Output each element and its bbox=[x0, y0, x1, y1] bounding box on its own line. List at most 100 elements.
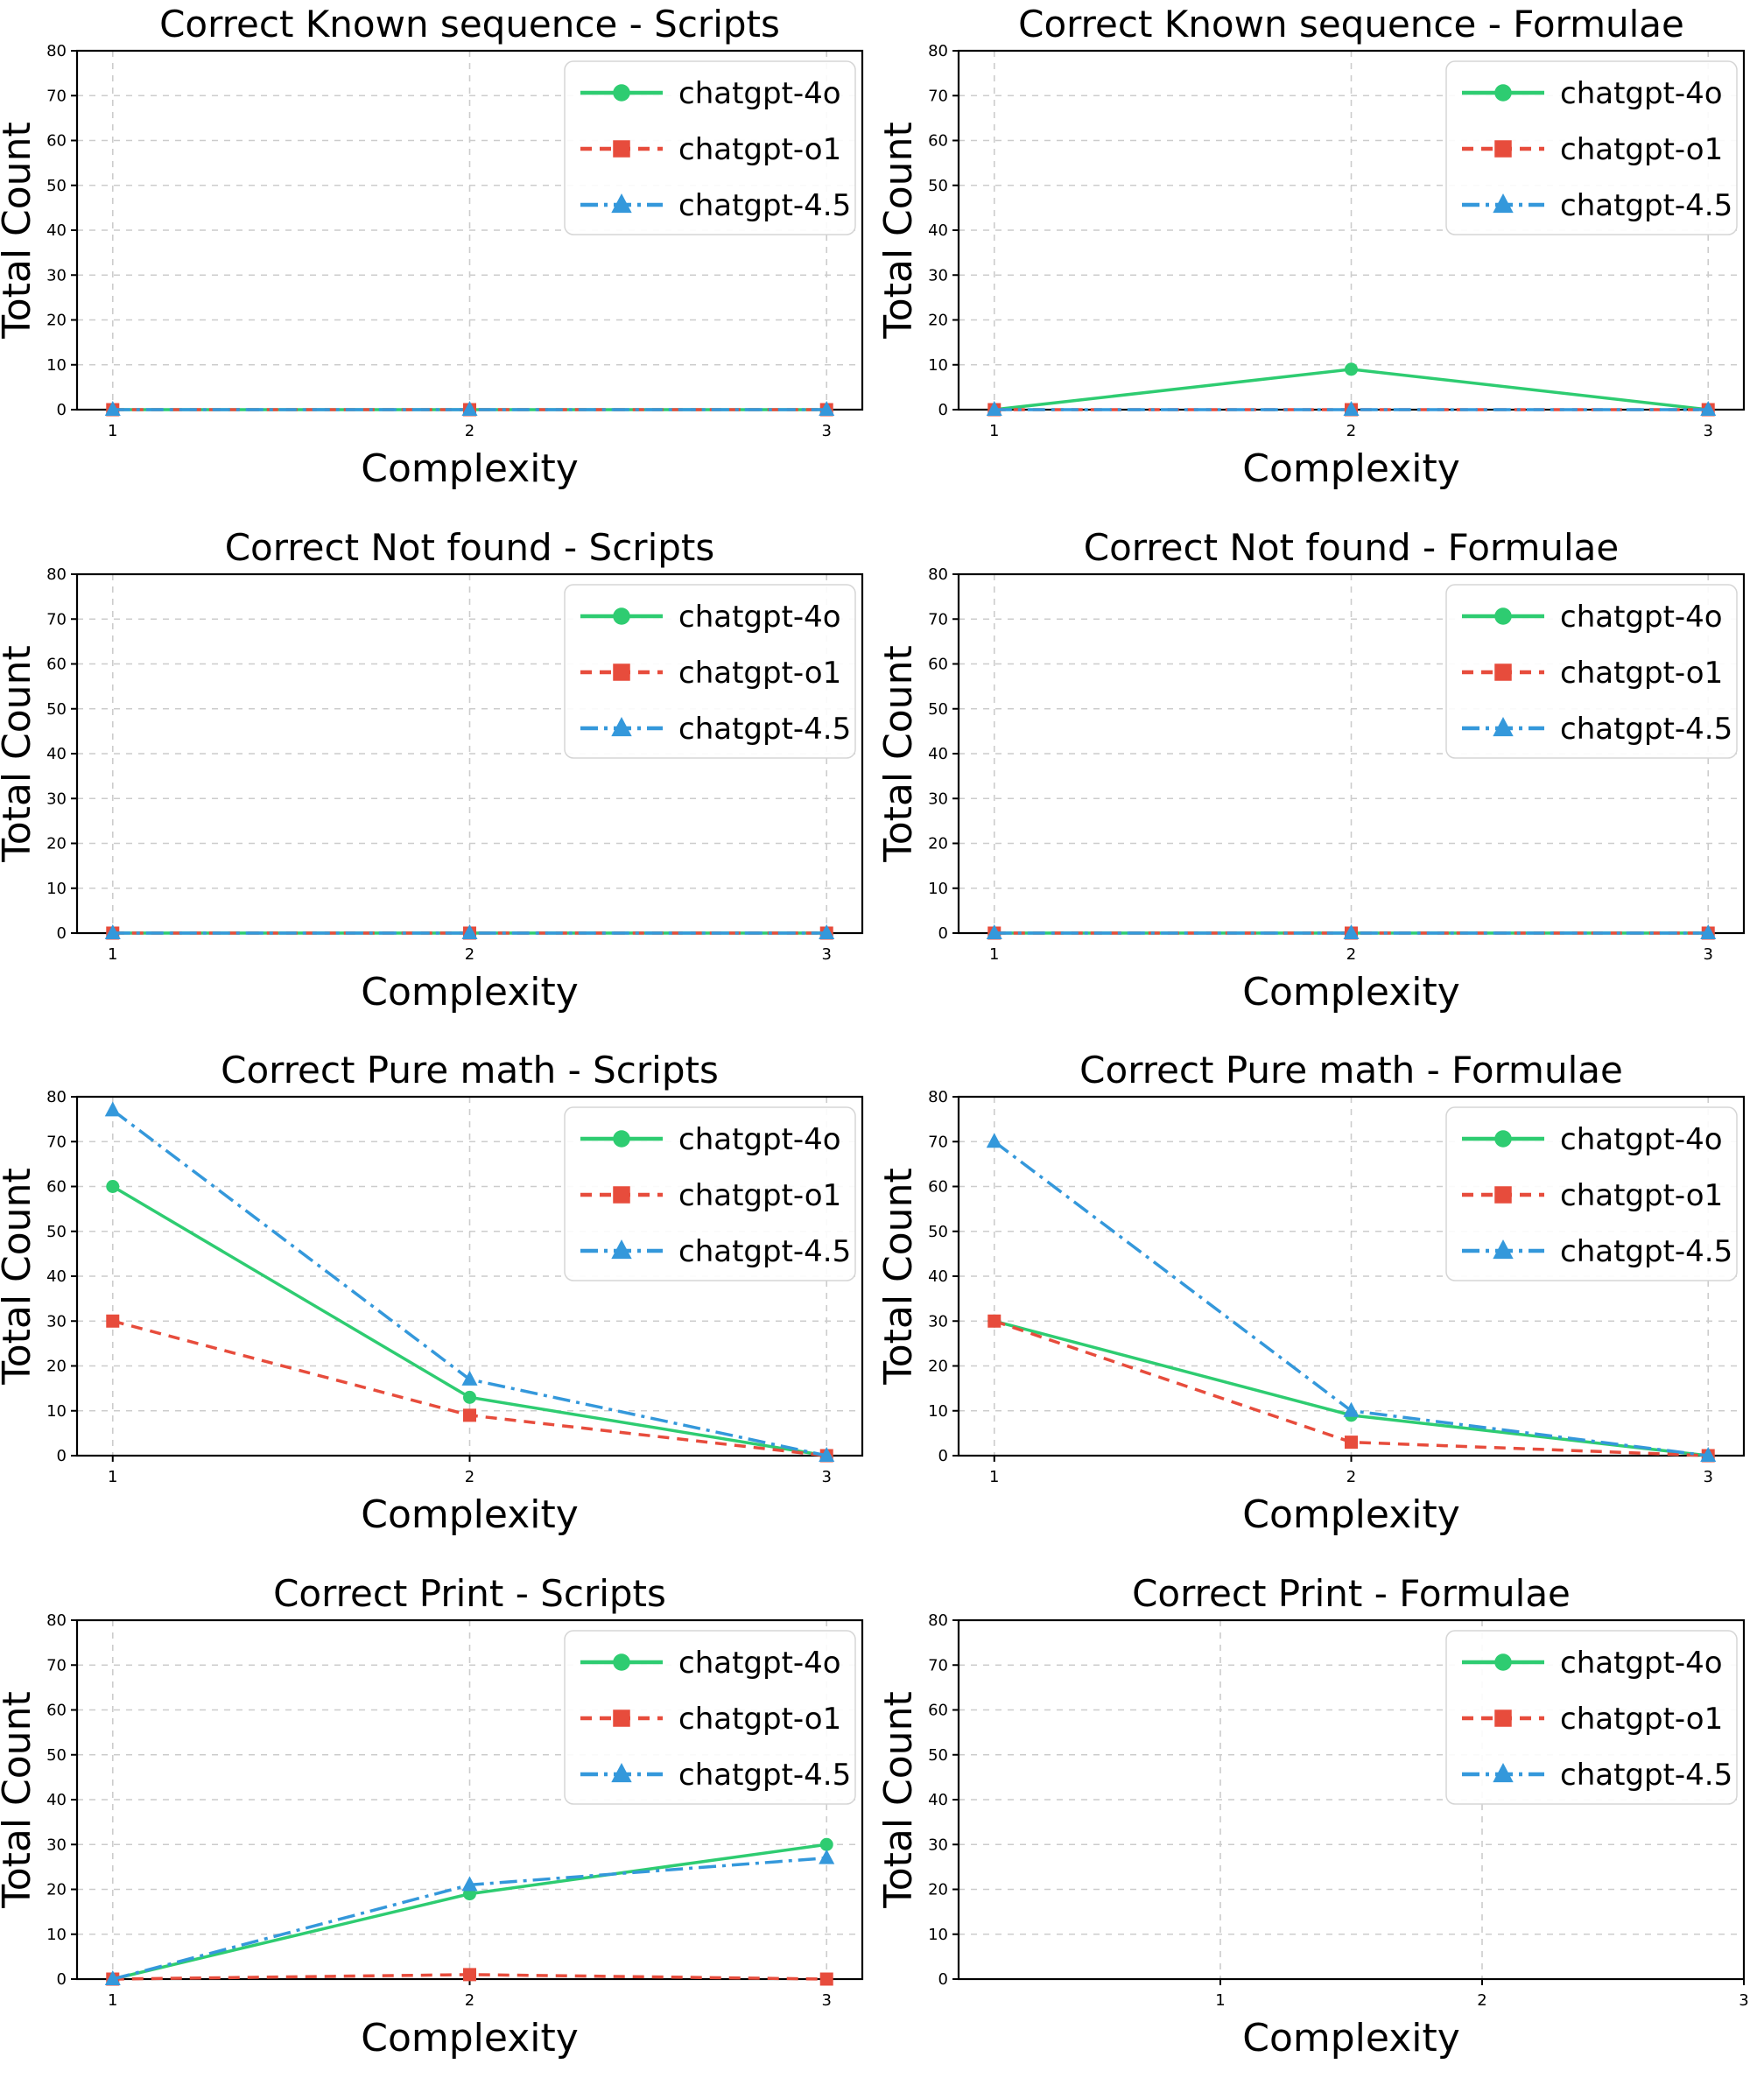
legend-label-chatgpt-4.5: chatgpt-4.5 bbox=[1560, 188, 1732, 223]
legend-marker-chatgpt-o1 bbox=[1494, 1186, 1512, 1204]
chart-title: Correct Not found - Scripts bbox=[225, 526, 715, 569]
y-axis-tick-label: 20 bbox=[46, 834, 67, 853]
legend-label-chatgpt-o1: chatgpt-o1 bbox=[678, 1702, 841, 1737]
legend-label-chatgpt-o1: chatgpt-o1 bbox=[678, 656, 841, 691]
x-axis-tick-label: 1 bbox=[108, 1991, 117, 2010]
series-marker-chatgpt-4.5 bbox=[104, 401, 121, 416]
chart-svg-4: 0 10 20 30 40 50 60 70 80 1 2 3 Correct Pure math - … bbox=[0, 1049, 864, 1537]
chart-title: Correct Print - Formulae bbox=[1132, 1572, 1571, 1615]
chart-panel-0: 0 10 20 30 40 50 60 70 80 1 2 3 Correct Known sequen… bbox=[0, 0, 882, 523]
x-axis-tick-label: 2 bbox=[1346, 1468, 1356, 1486]
legend-marker-chatgpt-4o bbox=[613, 1130, 630, 1148]
y-axis-label: Total Count bbox=[882, 122, 921, 339]
x-axis-tick-label: 2 bbox=[1346, 422, 1356, 440]
legend-marker-chatgpt-o1 bbox=[1494, 663, 1512, 681]
y-axis-tick-label: 10 bbox=[46, 879, 67, 897]
series-marker-chatgpt-o1 bbox=[1345, 1436, 1358, 1450]
series-marker-chatgpt-4.5 bbox=[461, 923, 478, 939]
y-axis-tick-label: 50 bbox=[928, 699, 948, 718]
y-axis-tick-label: 40 bbox=[928, 221, 948, 240]
x-axis-tick-label: 3 bbox=[822, 1468, 832, 1486]
series-marker-chatgpt-4o bbox=[463, 1390, 476, 1404]
series-line-chatgpt-o1 bbox=[112, 1319, 827, 1457]
legend-marker-chatgpt-4o bbox=[1494, 607, 1512, 625]
legend: chatgpt-4o chatgpt-o1 chatgpt-4.5 bbox=[564, 1106, 856, 1281]
y-axis-tick-label: 40 bbox=[928, 745, 948, 763]
y-axis-tick-label: 0 bbox=[938, 1447, 948, 1465]
y-axis-tick-label: 50 bbox=[46, 1745, 67, 1764]
y-axis-tick-label: 20 bbox=[928, 1880, 948, 1899]
series-line-chatgpt-4o bbox=[994, 1319, 1709, 1457]
legend-label-chatgpt-4.5: chatgpt-4.5 bbox=[1560, 712, 1732, 747]
x-axis-tick-label: 2 bbox=[1346, 945, 1356, 964]
y-axis-tick-label: 60 bbox=[46, 1701, 67, 1719]
y-axis-tick-label: 40 bbox=[46, 1791, 67, 1809]
chart-panel-5: 0 10 20 30 40 50 60 70 80 1 2 3 Correct Pure math - … bbox=[882, 1046, 1764, 1569]
chart-panel-1: 0 10 20 30 40 50 60 70 80 1 2 3 Correct Known sequen… bbox=[882, 0, 1764, 523]
y-axis-tick-label: 0 bbox=[57, 1447, 67, 1465]
chart-panel-7: 0 10 20 30 40 50 60 70 80 1 2 3 Correct Print - Form… bbox=[882, 1569, 1764, 2092]
legend-label-chatgpt-4o: chatgpt-4o bbox=[1560, 1646, 1723, 1681]
y-axis-tick-label: 30 bbox=[928, 790, 948, 808]
y-axis-tick-label: 30 bbox=[46, 1836, 67, 1854]
series-marker-chatgpt-4o bbox=[1345, 362, 1358, 376]
series-marker-chatgpt-4.5 bbox=[819, 923, 835, 939]
y-axis-tick-label: 40 bbox=[46, 221, 67, 240]
x-axis-label: Complexity bbox=[361, 446, 579, 491]
y-axis-tick-label: 80 bbox=[928, 1088, 948, 1106]
legend-box bbox=[564, 1629, 856, 1805]
y-axis-tick-label: 80 bbox=[46, 1088, 67, 1106]
y-axis-tick-label: 30 bbox=[46, 790, 67, 808]
legend-label-chatgpt-4o: chatgpt-4o bbox=[1560, 76, 1723, 111]
series-marker-chatgpt-4.5 bbox=[986, 401, 1002, 416]
x-axis-tick-label: 1 bbox=[108, 1468, 117, 1486]
y-axis-tick-label: 70 bbox=[928, 610, 948, 628]
legend-marker-chatgpt-4.5 bbox=[611, 716, 632, 736]
x-axis-tick-label: 3 bbox=[1704, 422, 1713, 440]
chart-title: Correct Known sequence - Scripts bbox=[159, 3, 780, 46]
x-axis-tick-label: 2 bbox=[465, 422, 474, 440]
y-axis-tick-label: 80 bbox=[928, 565, 948, 584]
x-axis-tick-label: 1 bbox=[989, 1468, 999, 1486]
legend-label-chatgpt-4.5: chatgpt-4.5 bbox=[678, 188, 851, 223]
chart-svg-0: 0 10 20 30 40 50 60 70 80 1 2 3 Correct Known sequen… bbox=[0, 3, 864, 491]
legend-marker-chatgpt-4o bbox=[1494, 84, 1512, 102]
y-axis-tick-label: 20 bbox=[46, 312, 67, 330]
legend-label-chatgpt-4o: chatgpt-4o bbox=[1560, 600, 1723, 635]
x-axis-tick-label: 3 bbox=[1704, 1468, 1713, 1486]
y-axis-tick-label: 30 bbox=[46, 266, 67, 284]
x-axis-tick-label: 1 bbox=[989, 945, 999, 964]
legend-box bbox=[1445, 60, 1738, 235]
chart-panel-6: 0 10 20 30 40 50 60 70 80 1 2 3 Correct Print - Scri… bbox=[0, 1569, 882, 2092]
legend-box bbox=[564, 583, 856, 759]
legend-label-chatgpt-4o: chatgpt-4o bbox=[1560, 1122, 1723, 1157]
y-axis-tick-label: 30 bbox=[928, 1836, 948, 1854]
y-axis-tick-label: 20 bbox=[46, 1358, 67, 1376]
legend-marker-chatgpt-4o bbox=[613, 1653, 630, 1671]
legend-box bbox=[1445, 1629, 1738, 1805]
legend-label-chatgpt-o1: chatgpt-o1 bbox=[1560, 1178, 1723, 1213]
legend-marker-chatgpt-o1 bbox=[1494, 140, 1512, 158]
chart-svg-6: 0 10 20 30 40 50 60 70 80 1 2 3 Correct Print - Scri… bbox=[0, 1572, 864, 2060]
y-axis-label: Total Count bbox=[0, 1168, 39, 1385]
series-marker-chatgpt-4.5 bbox=[104, 1101, 121, 1117]
y-axis-label: Total Count bbox=[0, 122, 39, 339]
series-marker-chatgpt-4.5 bbox=[1700, 401, 1717, 416]
y-axis-tick-label: 0 bbox=[938, 924, 948, 943]
y-axis-tick-label: 40 bbox=[928, 1267, 948, 1286]
legend-marker-chatgpt-4o bbox=[613, 84, 630, 102]
y-axis-tick-label: 20 bbox=[928, 1358, 948, 1376]
x-axis-tick-label: 1 bbox=[108, 422, 117, 440]
y-axis-tick-label: 80 bbox=[46, 1611, 67, 1630]
y-axis-tick-label: 10 bbox=[46, 1925, 67, 1943]
series-marker-chatgpt-4.5 bbox=[819, 401, 835, 416]
x-axis-tick-label: 2 bbox=[465, 945, 474, 964]
legend: chatgpt-4o chatgpt-o1 chatgpt-4.5 bbox=[1445, 60, 1738, 235]
series-marker-chatgpt-4.5 bbox=[461, 1875, 478, 1891]
y-axis-tick-label: 50 bbox=[46, 1223, 67, 1241]
y-axis-tick-label: 70 bbox=[46, 1656, 67, 1674]
legend-label-chatgpt-4o: chatgpt-4o bbox=[678, 1122, 841, 1157]
legend-marker-chatgpt-o1 bbox=[1494, 1709, 1512, 1727]
x-axis-label: Complexity bbox=[361, 2016, 579, 2060]
legend-box bbox=[1445, 583, 1738, 759]
